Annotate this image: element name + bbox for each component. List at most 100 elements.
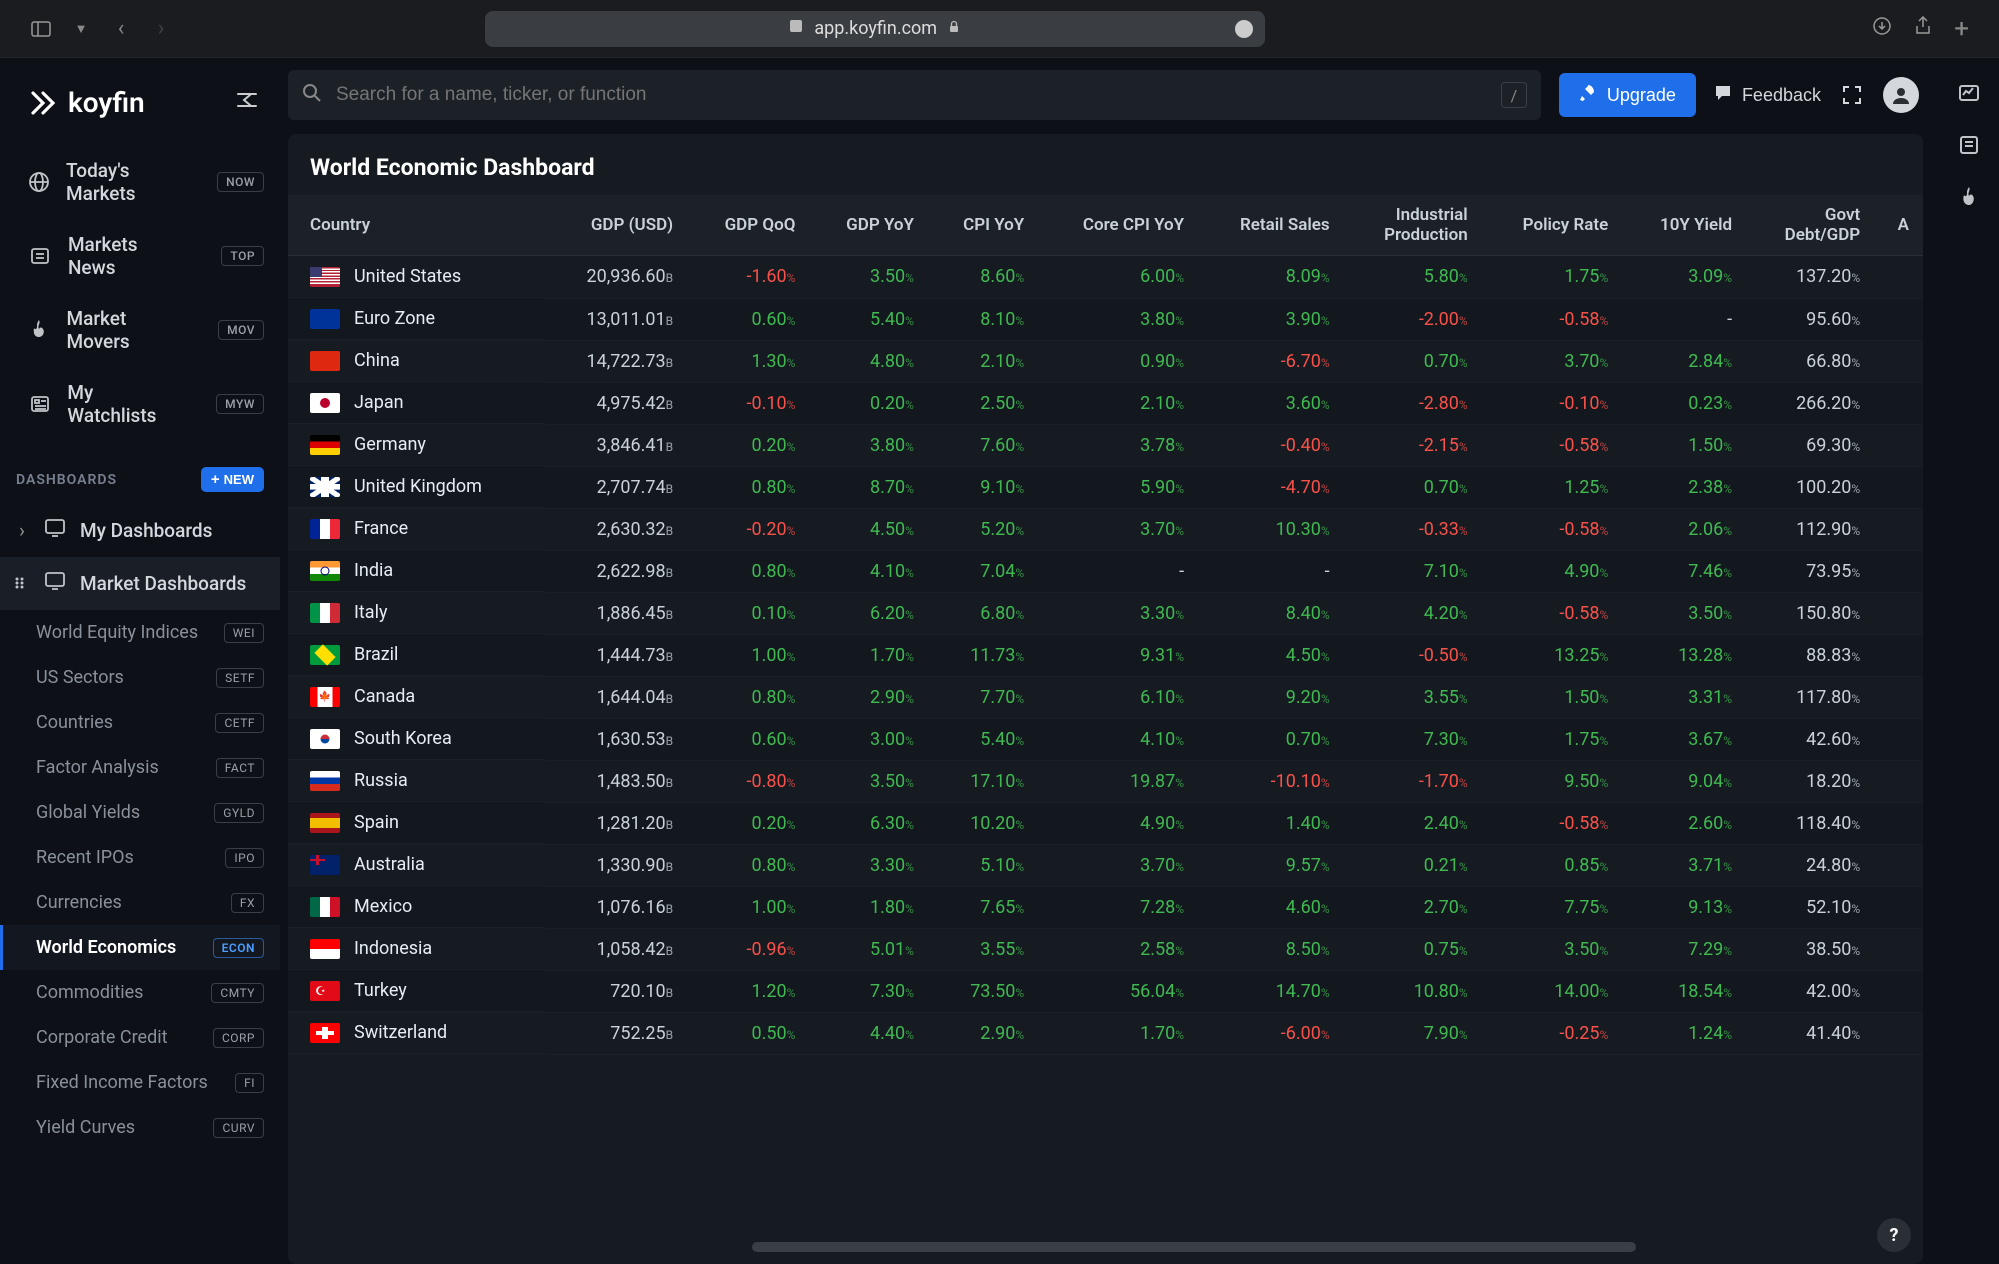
flag-icon [310, 603, 340, 623]
ind-cell: -2.15% [1344, 424, 1482, 466]
dashboard-sub-factor-analysis[interactable]: Factor Analysis FACT [0, 745, 280, 790]
dashboard-sub-fixed-income-factors[interactable]: Fixed Income Factors FI [0, 1060, 280, 1105]
user-avatar[interactable] [1883, 77, 1919, 113]
share-icon[interactable] [1914, 16, 1932, 41]
nav-item-market-movers[interactable]: Market Movers MOV [0, 293, 280, 367]
dashboard-sub-us-sectors[interactable]: US Sectors SETF [0, 655, 280, 700]
dashboard-sub-countries[interactable]: Countries CETF [0, 700, 280, 745]
sub-badge: SETF [216, 668, 264, 688]
nav-item-today-s-markets[interactable]: Today's Markets NOW [0, 145, 280, 219]
rail-flame-icon[interactable] [1956, 184, 1982, 210]
address-bar[interactable]: app.koyfin.com [485, 11, 1265, 47]
table-row[interactable]: Spain 1,281.20B 0.20% 6.30% 10.20% 4.90%… [288, 802, 1923, 844]
rail-chart-icon[interactable] [1956, 80, 1982, 106]
retail-cell: 9.20% [1198, 676, 1344, 718]
dashboard-sub-world-equity-indices[interactable]: World Equity Indices WEI [0, 610, 280, 655]
table-row[interactable]: Euro Zone 13,011.01B 0.60% 5.40% 8.10% 3… [288, 298, 1923, 340]
table-row[interactable]: Russia 1,483.50B -0.80% 3.50% 17.10% 19.… [288, 760, 1923, 802]
new-tab-icon[interactable]: + [1954, 14, 1969, 44]
collapse-sidebar-icon[interactable] [236, 91, 258, 114]
sub-label: Factor Analysis [36, 757, 159, 778]
table-row[interactable]: China 14,722.73B 1.30% 4.80% 2.10% 0.90%… [288, 340, 1923, 382]
extra-cell [1874, 718, 1923, 760]
col-header[interactable]: Core CPI YoY [1038, 195, 1198, 256]
chevron-down-icon[interactable]: ▼ [70, 18, 92, 40]
col-header[interactable]: Retail Sales [1198, 195, 1344, 256]
table-row[interactable]: Canada 1,644.04B 0.80% 2.90% 7.70% 6.10%… [288, 676, 1923, 718]
dashboard-sub-commodities[interactable]: Commodities CMTY [0, 970, 280, 1015]
yoy-cell: 8.70% [809, 466, 928, 508]
upgrade-button[interactable]: Upgrade [1559, 73, 1696, 117]
nav-item-my-watchlists[interactable]: My Watchlists MYW [0, 367, 280, 441]
gdp-cell: 1,483.50B [545, 760, 687, 802]
dashboard-sub-world-economics[interactable]: World Economics ECON [0, 925, 280, 970]
table-row[interactable]: Indonesia 1,058.42B -0.96% 5.01% 3.55% 2… [288, 928, 1923, 970]
table-row[interactable]: France 2,630.32B -0.20% 4.50% 5.20% 3.70… [288, 508, 1923, 550]
rail-news-icon[interactable] [1956, 132, 1982, 158]
col-header[interactable]: GDP QoQ [687, 195, 809, 256]
rocket-icon [1579, 84, 1597, 107]
table-row[interactable]: Turkey 720.10B 1.20% 7.30% 73.50% 56.04%… [288, 970, 1923, 1012]
chrome-right-controls: + [1872, 14, 1969, 44]
dashboard-sub-recent-ipos[interactable]: Recent IPOs IPO [0, 835, 280, 880]
dashboard-sub-corporate-credit[interactable]: Corporate Credit CORP [0, 1015, 280, 1060]
logo[interactable]: koyfin [28, 86, 145, 119]
qoq-cell: -1.60% [687, 256, 809, 299]
dashboard-sub-yield-curves[interactable]: Yield Curves CURV [0, 1105, 280, 1150]
extra-cell [1874, 928, 1923, 970]
dashboard-sub-currencies[interactable]: Currencies FX [0, 880, 280, 925]
col-header[interactable]: 10Y Yield [1622, 195, 1746, 256]
search-wrap[interactable]: / [288, 70, 1541, 120]
col-header[interactable]: GovtDebt/GDP [1746, 195, 1874, 256]
col-header[interactable]: IndustrialProduction [1344, 195, 1482, 256]
qoq-cell: 0.80% [687, 550, 809, 592]
dashboard-group-my-dashboards[interactable]: › My Dashboards [0, 504, 280, 557]
table-row[interactable]: Australia 1,330.90B 0.80% 3.30% 5.10% 3.… [288, 844, 1923, 886]
horizontal-scrollbar[interactable] [302, 1240, 1909, 1254]
col-header[interactable]: GDP YoY [809, 195, 928, 256]
download-icon[interactable] [1872, 16, 1892, 41]
table-row[interactable]: Italy 1,886.45B 0.10% 6.20% 6.80% 3.30% … [288, 592, 1923, 634]
country-cell: Italy [288, 592, 545, 634]
table-row[interactable]: Mexico 1,076.16B 1.00% 1.80% 7.65% 7.28%… [288, 886, 1923, 928]
flag-icon [310, 435, 340, 455]
table-row[interactable]: Germany 3,846.41B 0.20% 3.80% 7.60% 3.78… [288, 424, 1923, 466]
table-row[interactable]: Brazil 1,444.73B 1.00% 1.70% 11.73% 9.31… [288, 634, 1923, 676]
dashboard-sub-global-yields[interactable]: Global Yields GYLD [0, 790, 280, 835]
table-row[interactable]: United Kingdom 2,707.74B 0.80% 8.70% 9.1… [288, 466, 1923, 508]
extra-cell [1874, 592, 1923, 634]
new-dashboard-button[interactable]: +NEW [201, 467, 264, 492]
search-input[interactable] [336, 84, 1487, 106]
y10-cell: 3.09% [1622, 256, 1746, 299]
gdp-cell: 20,936.60B [545, 256, 687, 299]
scrollbar-thumb[interactable] [752, 1242, 1636, 1252]
table-row[interactable]: Japan 4,975.42B -0.10% 0.20% 2.50% 2.10%… [288, 382, 1923, 424]
help-button[interactable]: ? [1877, 1218, 1911, 1252]
nav-item-markets-news[interactable]: Markets News TOP [0, 219, 280, 293]
col-header[interactable]: GDP (USD) [545, 195, 687, 256]
sub-label: Yield Curves [36, 1117, 135, 1138]
policy-cell: 9.50% [1482, 760, 1623, 802]
sidebar-toggle-icon[interactable] [30, 18, 52, 40]
col-header[interactable]: A [1874, 195, 1923, 256]
col-header[interactable]: Country [288, 195, 545, 256]
table-row[interactable]: South Korea 1,630.53B 0.60% 3.00% 5.40% … [288, 718, 1923, 760]
extra-cell [1874, 802, 1923, 844]
reader-icon[interactable] [1235, 20, 1253, 38]
fullscreen-icon[interactable] [1839, 82, 1865, 108]
col-header[interactable]: Policy Rate [1482, 195, 1623, 256]
table-row[interactable]: India 2,622.98B 0.80% 4.10% 7.04% - - 7.… [288, 550, 1923, 592]
y10-cell: 1.24% [1622, 1012, 1746, 1054]
debt-cell: 73.95% [1746, 550, 1874, 592]
economics-table: CountryGDP (USD)GDP QoQGDP YoYCPI YoYCor… [288, 195, 1923, 1055]
dashboards-label: DASHBOARDS [16, 472, 117, 488]
feedback-button[interactable]: Feedback [1714, 84, 1821, 107]
back-icon[interactable]: ‹ [110, 18, 132, 40]
dashboard-group-market-dashboards[interactable]: Market Dashboards [0, 557, 280, 610]
table-row[interactable]: United States 20,936.60B -1.60% 3.50% 8.… [288, 256, 1923, 299]
table-row[interactable]: Switzerland 752.25B 0.50% 4.40% 2.90% 1.… [288, 1012, 1923, 1054]
retail-cell: -6.70% [1198, 340, 1344, 382]
col-header[interactable]: CPI YoY [928, 195, 1038, 256]
gdp-cell: 13,011.01B [545, 298, 687, 340]
table-scroll[interactable]: CountryGDP (USD)GDP QoQGDP YoYCPI YoYCor… [288, 195, 1923, 1234]
